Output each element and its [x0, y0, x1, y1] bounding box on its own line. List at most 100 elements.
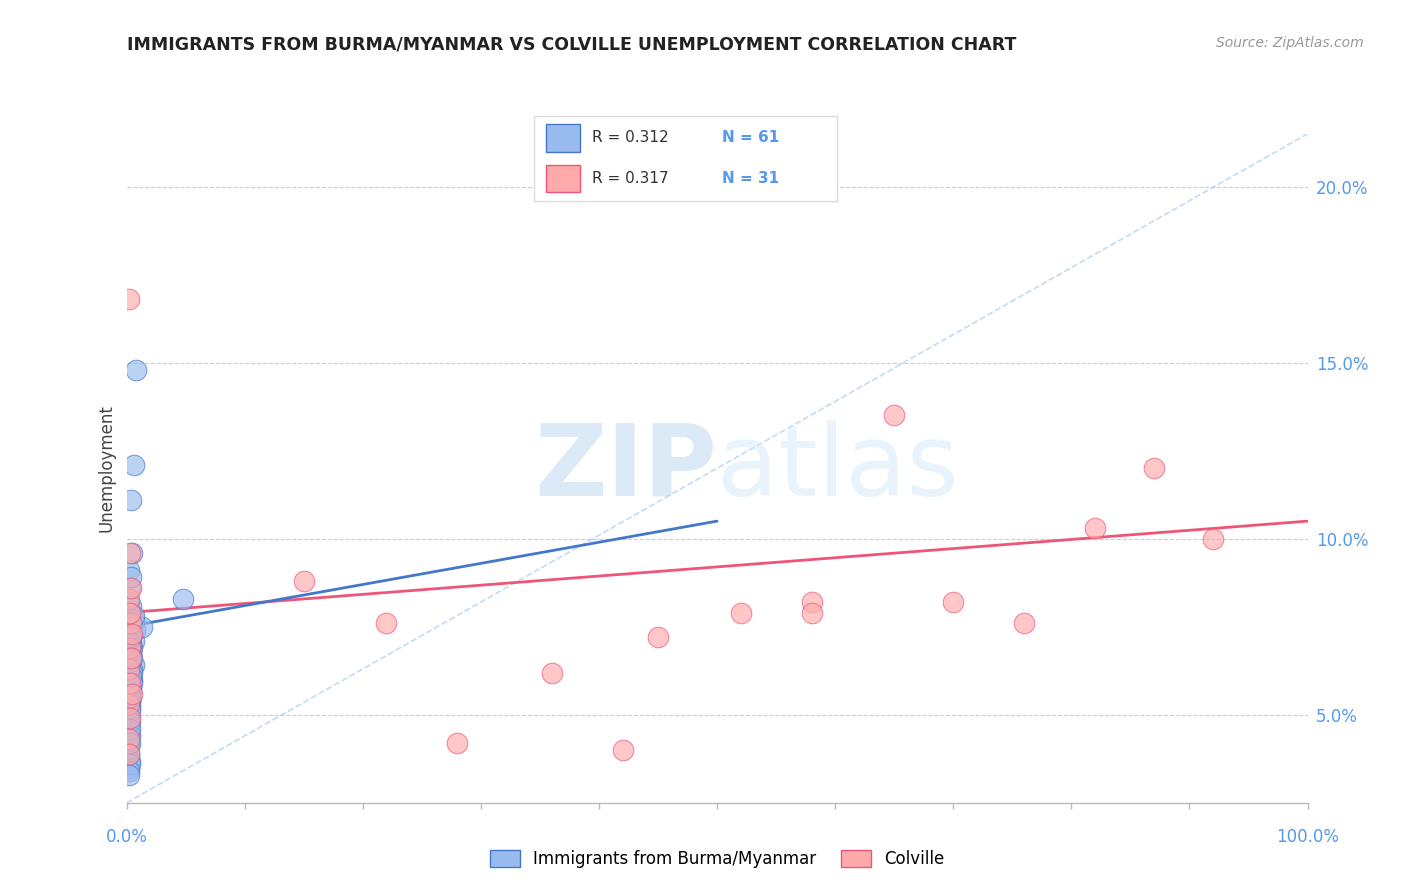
- Point: [172, 591, 194, 606]
- Point: [120, 729, 142, 743]
- Point: [120, 606, 142, 620]
- Point: [118, 761, 141, 775]
- Point: [120, 546, 142, 560]
- Point: [375, 616, 398, 631]
- Point: [118, 732, 141, 747]
- Text: N = 61: N = 61: [721, 130, 779, 145]
- Point: [118, 764, 141, 778]
- Point: [118, 640, 141, 655]
- Point: [120, 680, 142, 694]
- Point: [120, 676, 142, 690]
- Text: R = 0.312: R = 0.312: [592, 130, 668, 145]
- Point: [118, 687, 141, 701]
- Point: [120, 700, 142, 714]
- Point: [121, 687, 143, 701]
- Point: [730, 606, 752, 620]
- FancyBboxPatch shape: [547, 165, 579, 192]
- Point: [118, 747, 141, 761]
- Text: Source: ZipAtlas.com: Source: ZipAtlas.com: [1216, 36, 1364, 50]
- Point: [540, 665, 562, 680]
- Point: [120, 655, 142, 669]
- Point: [120, 690, 142, 705]
- Legend: Immigrants from Burma/Myanmar, Colville: Immigrants from Burma/Myanmar, Colville: [482, 843, 952, 875]
- Text: 100.0%: 100.0%: [1277, 828, 1339, 846]
- Point: [121, 676, 143, 690]
- Point: [120, 711, 142, 725]
- Point: [125, 362, 148, 376]
- Point: [121, 665, 143, 680]
- Point: [122, 633, 145, 648]
- Point: [121, 546, 143, 560]
- Point: [122, 458, 145, 472]
- Text: N = 31: N = 31: [721, 171, 779, 186]
- FancyBboxPatch shape: [547, 125, 579, 152]
- Point: [800, 595, 823, 609]
- Point: [118, 293, 141, 307]
- Point: [120, 606, 142, 620]
- Point: [883, 409, 905, 423]
- Point: [121, 651, 143, 665]
- Y-axis label: Unemployment: Unemployment: [97, 404, 115, 533]
- Point: [120, 651, 142, 665]
- Point: [118, 725, 141, 739]
- Text: 0.0%: 0.0%: [105, 828, 148, 846]
- Point: [120, 651, 142, 665]
- Point: [118, 697, 141, 711]
- Point: [121, 640, 143, 655]
- Point: [122, 658, 145, 673]
- Point: [124, 624, 146, 638]
- Point: [120, 669, 142, 683]
- Point: [120, 683, 142, 698]
- Point: [120, 704, 142, 718]
- Point: [122, 613, 145, 627]
- Point: [800, 606, 823, 620]
- Point: [118, 718, 141, 732]
- Point: [120, 640, 142, 655]
- Text: atlas: atlas: [717, 420, 959, 516]
- Point: [120, 714, 142, 729]
- Point: [120, 757, 142, 772]
- Point: [118, 595, 141, 609]
- Point: [118, 711, 141, 725]
- Point: [120, 493, 142, 508]
- Point: [942, 595, 965, 609]
- Point: [121, 616, 143, 631]
- Point: [120, 599, 142, 613]
- Point: [612, 743, 634, 757]
- Point: [120, 581, 142, 595]
- Point: [118, 767, 141, 781]
- Text: ZIP: ZIP: [534, 420, 717, 516]
- Point: [120, 581, 142, 595]
- Point: [122, 609, 145, 624]
- Point: [120, 669, 142, 683]
- Point: [118, 662, 141, 676]
- Point: [1202, 532, 1225, 546]
- Point: [120, 630, 142, 644]
- Point: [118, 676, 141, 690]
- Point: [120, 736, 142, 750]
- Point: [121, 673, 143, 687]
- Point: [120, 616, 142, 631]
- Point: [647, 630, 669, 644]
- Point: [118, 739, 141, 754]
- Point: [292, 574, 315, 588]
- Point: [118, 732, 141, 747]
- Text: IMMIGRANTS FROM BURMA/MYANMAR VS COLVILLE UNEMPLOYMENT CORRELATION CHART: IMMIGRANTS FROM BURMA/MYANMAR VS COLVILL…: [127, 36, 1017, 54]
- Point: [118, 747, 141, 761]
- Point: [118, 591, 141, 606]
- Point: [118, 563, 141, 577]
- Point: [120, 697, 142, 711]
- Point: [120, 644, 142, 658]
- Point: [1143, 461, 1166, 475]
- Point: [118, 707, 141, 722]
- Point: [131, 620, 153, 634]
- Point: [446, 736, 468, 750]
- Point: [1012, 616, 1035, 631]
- Point: [121, 662, 143, 676]
- Point: [120, 616, 142, 631]
- Point: [120, 722, 142, 736]
- Point: [120, 687, 142, 701]
- Point: [120, 637, 142, 651]
- Point: [120, 627, 142, 641]
- Text: R = 0.317: R = 0.317: [592, 171, 668, 186]
